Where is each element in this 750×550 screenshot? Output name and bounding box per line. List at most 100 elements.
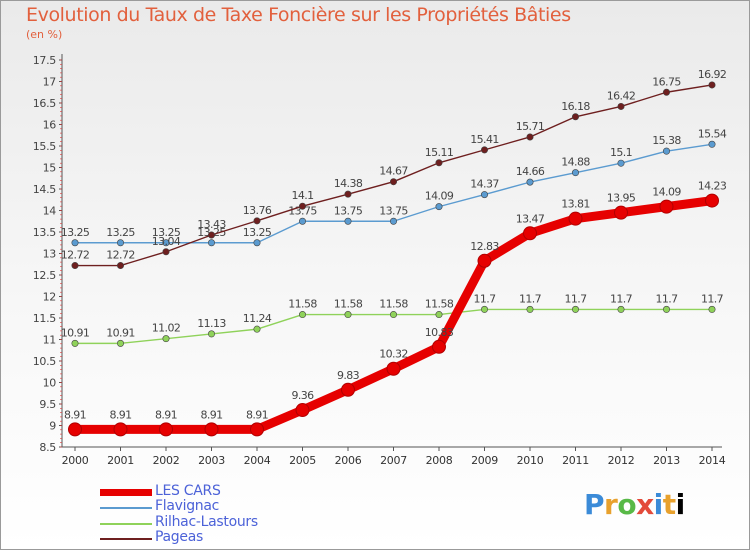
x-tick-label: 2002 (153, 454, 180, 467)
legend-label: LES CARS (155, 483, 221, 499)
data-label: 12.72 (106, 249, 135, 262)
legend-label: Flavignac (155, 498, 220, 514)
data-label: 11.58 (288, 298, 317, 311)
y-tick-label: 17.5 (33, 54, 57, 67)
y-tick-label: 15 (43, 162, 57, 175)
data-point (344, 190, 352, 198)
data-point (662, 88, 670, 96)
legend-label: Rilhac-Lastours (155, 514, 258, 530)
proxiti-logo: Proxiti (584, 488, 685, 521)
y-tick-label: 17 (43, 76, 57, 89)
y-tick-label: 9.5 (39, 398, 56, 411)
y-tick-label: 10 (43, 377, 57, 390)
data-label: 13.81 (561, 198, 590, 211)
data-point (71, 262, 79, 270)
data-label: 13.95 (607, 192, 636, 205)
data-point (435, 311, 443, 319)
data-point (204, 422, 219, 437)
data-label: 14.09 (652, 186, 681, 199)
data-point (708, 305, 716, 313)
data-point (344, 217, 352, 225)
data-point (162, 248, 170, 256)
data-point (435, 159, 443, 167)
y-tick-label: 14 (43, 205, 57, 218)
data-label: 15.11 (425, 146, 454, 159)
data-label: 10.83 (425, 326, 454, 339)
x-tick-label: 2010 (517, 454, 544, 467)
data-label: 13.76 (243, 204, 272, 217)
data-label: 14.67 (379, 165, 408, 178)
data-point (614, 205, 628, 220)
y-tick-label: 16.5 (33, 97, 57, 110)
legend-label: Pageas (155, 529, 203, 545)
y-tick-label: 16 (43, 119, 57, 132)
data-point (705, 193, 719, 208)
data-label: 15.1 (610, 146, 632, 159)
x-tick-label: 2014 (699, 454, 726, 467)
data-label: 8.91 (64, 408, 86, 421)
data-point (480, 146, 488, 154)
x-tick-label: 2007 (380, 454, 407, 467)
data-label: 14.1 (291, 189, 313, 202)
data-label: 13.47 (516, 212, 545, 225)
chart-unit: (en %) (26, 28, 63, 41)
y-tick-label: 10.5 (33, 355, 57, 368)
data-point (71, 339, 79, 347)
data-label: 11.7 (519, 292, 542, 305)
data-label: 8.91 (109, 408, 131, 421)
data-point (159, 422, 173, 437)
data-point (341, 382, 355, 397)
data-label: 8.91 (246, 408, 268, 421)
x-tick-label: 2011 (562, 454, 589, 467)
x-tick-label: 2009 (471, 454, 498, 467)
data-label: 8.91 (155, 408, 177, 421)
data-point (432, 339, 446, 354)
y-tick-label: 13.5 (33, 226, 57, 239)
data-point (253, 217, 261, 225)
data-point (708, 81, 716, 89)
y-tick-label: 13 (43, 248, 57, 261)
data-label: 11.7 (701, 292, 724, 305)
data-point (117, 239, 125, 247)
data-label: 16.42 (607, 89, 636, 102)
data-point (435, 203, 443, 211)
legend-swatch (100, 523, 152, 525)
data-point (117, 339, 125, 347)
data-point (571, 113, 579, 121)
data-label: 14.88 (561, 156, 590, 169)
data-point (662, 305, 670, 313)
y-tick-label: 14.5 (33, 183, 57, 196)
data-point (477, 253, 492, 268)
data-label: 10.91 (106, 326, 135, 339)
data-point (298, 202, 306, 210)
data-label: 15.54 (698, 127, 727, 140)
data-point (617, 102, 625, 110)
data-label: 15.41 (470, 133, 499, 146)
data-point (571, 169, 579, 177)
data-label: 16.18 (561, 100, 590, 113)
data-point (68, 422, 82, 437)
data-label: 13.75 (379, 204, 408, 217)
y-tick-label: 8.5 (39, 441, 56, 454)
data-point (480, 305, 488, 313)
data-label: 8.91 (200, 408, 222, 421)
legend-swatch (100, 507, 152, 509)
y-tick-label: 11 (43, 334, 56, 347)
data-label: 11.58 (425, 298, 454, 311)
data-point (298, 217, 306, 225)
data-label: 11.02 (152, 322, 181, 335)
data-point (208, 239, 216, 247)
x-tick-label: 2005 (289, 454, 316, 467)
x-tick-label: 2006 (335, 454, 362, 467)
data-point (386, 361, 401, 376)
data-point (71, 239, 79, 247)
data-point (480, 191, 488, 199)
data-point (250, 422, 264, 437)
x-tick-label: 2008 (426, 454, 453, 467)
data-label: 13.75 (288, 204, 317, 217)
data-label: 11.7 (610, 292, 633, 305)
data-point (659, 199, 674, 214)
legend-swatch (100, 538, 152, 540)
y-tick-label: 9 (49, 420, 56, 433)
